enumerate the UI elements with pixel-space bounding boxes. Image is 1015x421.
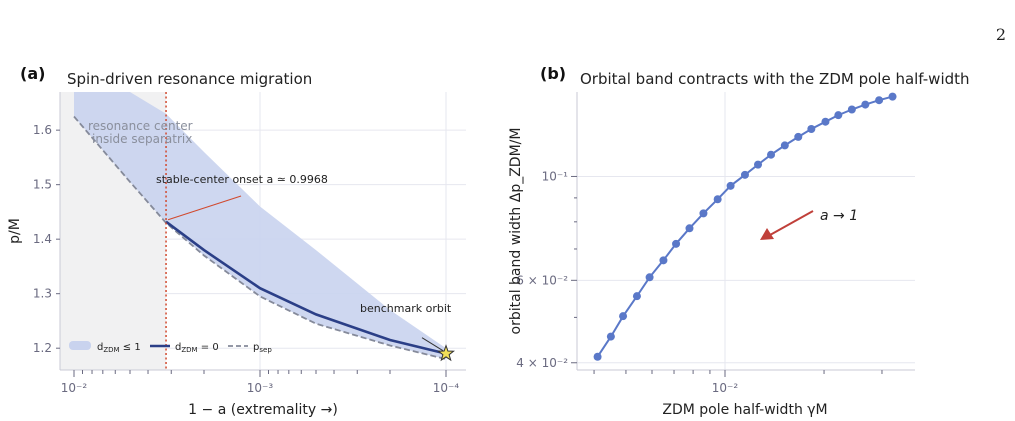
data-point <box>847 105 856 114</box>
band-width-points <box>593 92 897 361</box>
data-point <box>685 224 694 233</box>
panel-b-plot-area <box>577 92 915 370</box>
panel-b-title: Orbital band contracts with the ZDM pole… <box>580 70 970 88</box>
data-point <box>794 132 803 141</box>
arrow-a-to-1-line <box>769 210 814 236</box>
panel-a-ylabel: p/M <box>7 218 23 244</box>
data-point <box>699 209 708 218</box>
data-point <box>861 100 870 109</box>
benchmark-star-icon <box>437 344 455 362</box>
shade-annotation-line1: resonance center <box>88 119 193 133</box>
y-tick-label: 4 × 10⁻² <box>516 356 568 370</box>
data-point <box>726 181 735 190</box>
panel-b-ylabel: orbital band width Δp_ZDM/M <box>508 128 524 335</box>
legend-entry-sep: psep <box>253 342 272 354</box>
benchmark-annotation: benchmark orbit <box>360 302 452 315</box>
data-point <box>754 160 763 169</box>
x-tick-label: 10⁻² <box>712 381 739 395</box>
data-point <box>659 256 668 265</box>
data-point <box>672 239 681 248</box>
data-point <box>606 332 615 341</box>
data-point <box>875 96 884 105</box>
legend-entry-solid: dZDM = 0 <box>175 342 219 354</box>
x-tick-label: 10⁻³ <box>247 381 274 395</box>
data-point <box>645 273 654 282</box>
panel-a-label: (a) <box>20 64 45 83</box>
data-point <box>821 117 830 126</box>
panel-a-title: Spin-driven resonance migration <box>67 70 312 88</box>
panel-a-legend: dZDM ≤ 1 dZDM = 0 psep <box>69 341 272 354</box>
panel-b-axes <box>576 92 915 371</box>
y-tick-label: 6 × 10⁻² <box>516 273 568 287</box>
y-tick-label: 1.4 <box>33 232 52 246</box>
arrow-a-to-1-head-icon <box>760 228 774 240</box>
x-tick-label: 10⁻² <box>61 381 88 395</box>
panel-b-xlabel: ZDM pole half-width γM <box>662 402 827 418</box>
data-point <box>807 124 816 133</box>
band-dzdm-le-1 <box>74 92 446 360</box>
shade-annotation-line2: inside separatrix <box>92 132 192 146</box>
panel-b: (b) Orbital band contracts with the ZDM … <box>508 64 970 418</box>
legend-entry-band: dZDM ≤ 1 <box>97 342 141 354</box>
data-point <box>767 150 776 159</box>
y-tick-label: 1.3 <box>33 287 52 301</box>
data-point <box>713 195 722 204</box>
data-point <box>632 292 641 301</box>
data-point <box>834 111 843 120</box>
y-tick-label: 1.5 <box>33 178 52 192</box>
data-point <box>619 312 628 321</box>
data-point <box>593 352 602 361</box>
panel-a: (a) Spin-driven resonance migration 1.21… <box>7 64 466 418</box>
panel-b-label: (b) <box>540 64 566 83</box>
x-tick-label: 10⁻⁴ <box>433 381 460 395</box>
onset-pointer-line <box>167 195 242 221</box>
data-point <box>888 92 897 101</box>
panel-a-ticks: 1.2 1.3 1.4 1.5 1.6 10⁻² 10⁻³ 10⁻⁴ <box>33 123 459 395</box>
panel-a-axes <box>59 92 466 371</box>
legend-band-swatch <box>69 341 91 350</box>
panel-b-ticks: 4 × 10⁻² 6 × 10⁻² 10⁻¹ 10⁻² <box>516 169 883 395</box>
y-tick-label: 10⁻¹ <box>542 169 569 183</box>
panel-a-xlabel: 1 − a (extremality →) <box>188 402 338 418</box>
onset-annotation: stable-center onset a ≃ 0.9968 <box>156 173 328 186</box>
dzdm-0-solid-line <box>165 220 447 355</box>
arrow-a-to-1-label: a → 1 <box>820 208 858 224</box>
data-point <box>780 141 789 150</box>
y-tick-label: 1.6 <box>33 123 52 137</box>
benchmark-pointer-line <box>421 337 444 352</box>
y-tick-label: 1.2 <box>33 341 52 355</box>
separatrix-dashed-line <box>73 115 447 360</box>
page-number: 2 <box>996 25 1006 44</box>
data-point <box>740 170 749 179</box>
